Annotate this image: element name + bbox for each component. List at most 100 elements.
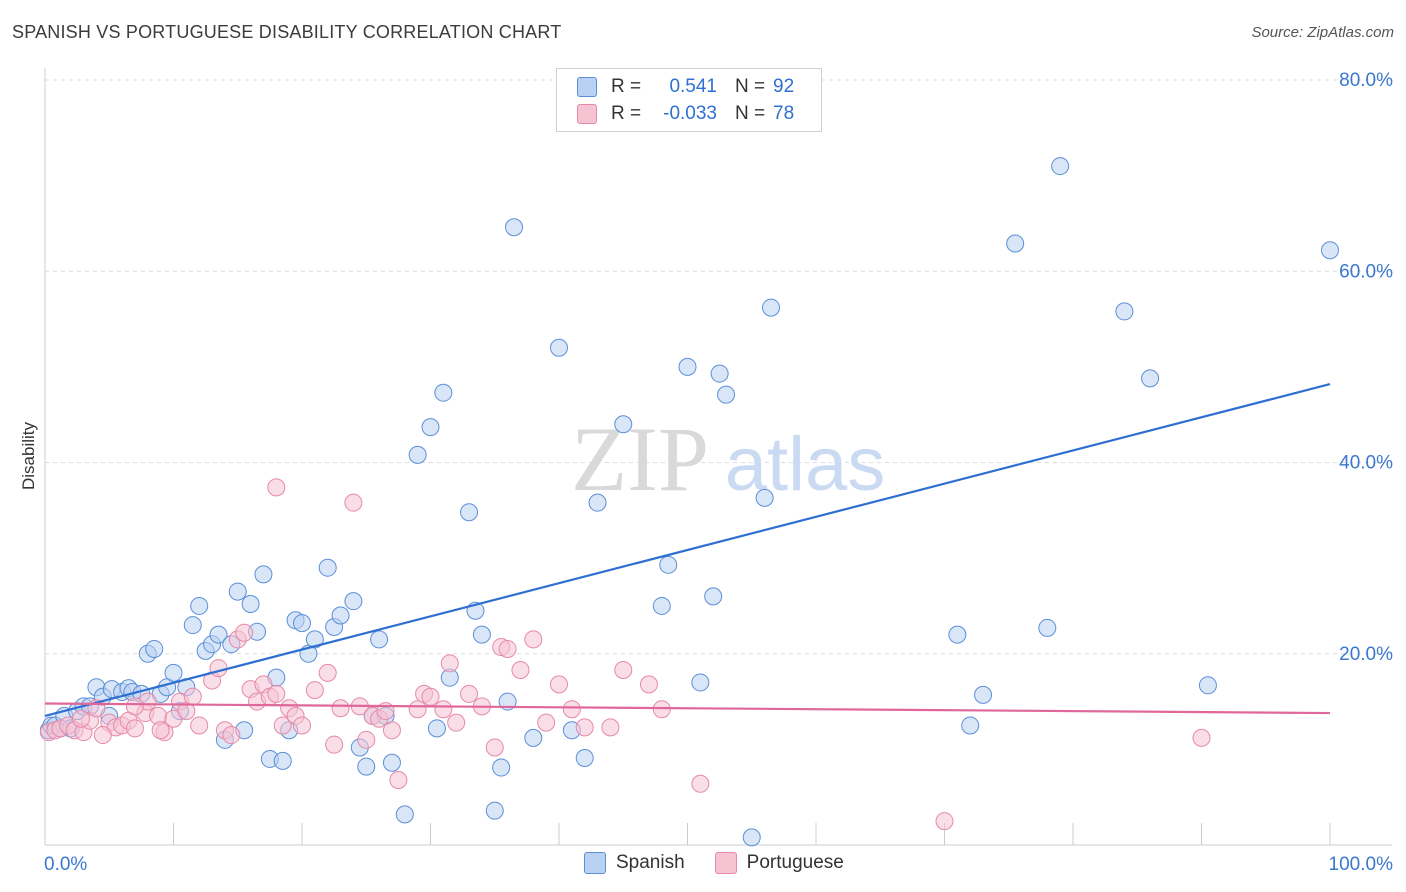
portuguese-point — [460, 684, 479, 703]
spanish-point — [762, 298, 781, 317]
spanish-point — [293, 614, 311, 633]
portuguese-point — [511, 661, 530, 680]
spanish-point — [357, 757, 376, 776]
portuguese-points — [39, 478, 1211, 831]
portuguese-point — [434, 700, 453, 719]
portuguese-point — [235, 623, 254, 642]
portuguese-point — [183, 687, 202, 706]
spanish-point — [183, 616, 202, 635]
y-tick-label: 80.0% — [1339, 70, 1393, 91]
portuguese-point — [614, 661, 633, 680]
portuguese-point — [408, 700, 427, 719]
y-tick-label: 40.0% — [1339, 453, 1393, 474]
spanish-point — [1038, 618, 1057, 637]
spanish-point — [164, 663, 183, 682]
portuguese-point — [447, 713, 466, 732]
portuguese-point — [575, 718, 594, 737]
spanish-point — [710, 364, 729, 383]
spanish-trend-line — [44, 383, 1331, 717]
portuguese-point — [125, 697, 144, 716]
spanish-point — [370, 630, 389, 649]
n-label: N = — [735, 76, 766, 97]
r-value: -0.033 — [663, 103, 717, 124]
spanish-point — [652, 596, 671, 615]
spanish-point — [1198, 676, 1217, 695]
portuguese-point — [639, 675, 658, 694]
spanish-point — [145, 639, 164, 658]
spanish-point — [318, 558, 337, 577]
spanish-point — [492, 758, 511, 777]
x-tick-label: 0.0% — [44, 854, 87, 875]
spanish-point — [550, 338, 568, 357]
spanish-point — [717, 385, 736, 404]
portuguese-point — [331, 699, 350, 718]
legend-label-spanish: Spanish — [616, 852, 685, 873]
portuguese-point — [382, 721, 401, 740]
correlation-legend: R = 0.541 N = 92 R = -0.033 N = 78 — [556, 68, 822, 132]
portuguese-point — [318, 663, 337, 682]
legend-item-spanish[interactable]: Spanish — [584, 852, 685, 874]
spanish-point — [472, 625, 491, 644]
portuguese-point — [1192, 728, 1211, 747]
spanish-point — [691, 673, 710, 692]
watermark-atlas: atlas — [725, 422, 886, 507]
r-label: R = — [611, 76, 642, 97]
spanish-point — [659, 555, 678, 574]
portuguese-point — [357, 730, 376, 749]
legend-swatch-portuguese — [714, 852, 737, 874]
spanish-point — [209, 625, 228, 644]
n-value: 78 — [773, 103, 795, 124]
spanish-point — [434, 383, 453, 402]
legend-label-portuguese: Portuguese — [746, 852, 844, 873]
portuguese-point — [524, 630, 543, 649]
portuguese-point — [935, 812, 954, 831]
legend-swatch-portuguese — [577, 104, 597, 124]
spanish-point — [961, 716, 980, 735]
portuguese-point — [498, 639, 517, 658]
spanish-point — [742, 828, 761, 847]
spanish-point — [485, 801, 504, 820]
source-label: Source: ZipAtlas.com — [1251, 24, 1394, 41]
spanish-point — [254, 565, 273, 584]
spanish-point — [1115, 302, 1134, 321]
spanish-point — [678, 357, 697, 376]
legend-row-portuguese: R = -0.033 N = 78 — [577, 101, 794, 127]
portuguese-point — [550, 675, 568, 694]
portuguese-point — [562, 700, 581, 719]
spanish-point — [1141, 369, 1160, 388]
spanish-point — [1321, 241, 1339, 260]
y-axis-label: Disability — [19, 421, 38, 490]
x-tick-label: 100.0% — [1329, 854, 1394, 875]
portuguese-point — [273, 716, 292, 735]
series-legend: Spanish Portuguese — [584, 852, 874, 874]
portuguese-point — [691, 774, 710, 793]
spanish-point — [524, 728, 543, 747]
spanish-point — [421, 418, 440, 437]
portuguese-point — [601, 718, 620, 737]
watermark: ZIP atlas — [571, 408, 885, 510]
spanish-point — [395, 805, 414, 824]
portuguese-point — [325, 735, 344, 754]
spanish-point — [228, 582, 247, 601]
spanish-point — [948, 625, 967, 644]
spanish-point — [974, 685, 993, 704]
portuguese-point — [305, 681, 324, 700]
portuguese-point — [190, 716, 209, 735]
portuguese-point — [421, 687, 440, 706]
legend-swatch-spanish — [584, 852, 606, 874]
portuguese-point — [222, 726, 241, 745]
n-label: N = — [735, 103, 766, 124]
spanish-point — [273, 751, 292, 770]
r-label: R = — [611, 103, 642, 124]
portuguese-point — [652, 700, 671, 719]
spanish-point — [614, 415, 633, 434]
portuguese-trend-line — [44, 702, 1331, 715]
tick-labels: 20.0% 40.0% 60.0% 80.0% 0.0% 100.0% — [44, 70, 1393, 875]
spanish-point — [1051, 157, 1070, 176]
portuguese-point — [93, 726, 112, 745]
legend-item-portuguese[interactable]: Portuguese — [714, 852, 844, 874]
spanish-point — [344, 592, 363, 611]
portuguese-point — [267, 478, 286, 497]
portuguese-point — [440, 654, 459, 673]
